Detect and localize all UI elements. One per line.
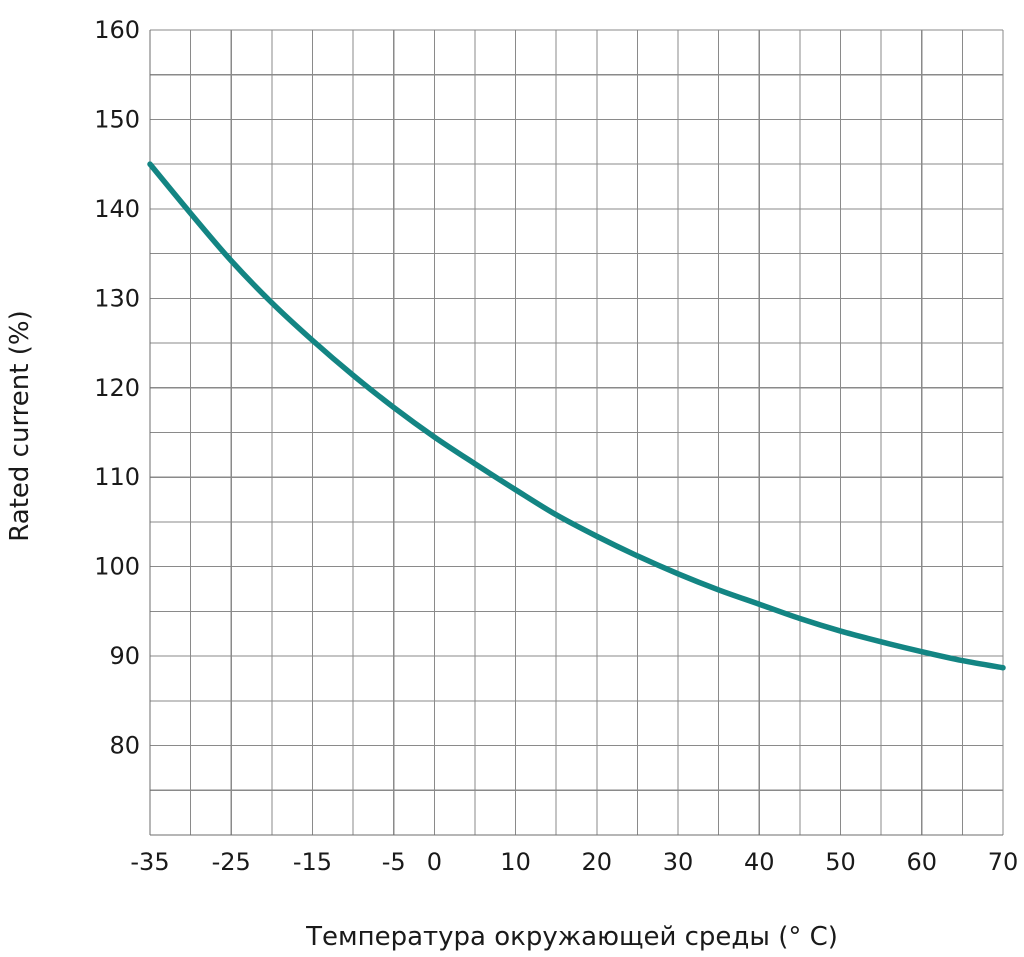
x-tick-label: 10 — [500, 848, 531, 876]
x-tick-label: 40 — [744, 848, 775, 876]
x-tick-label: 50 — [825, 848, 856, 876]
y-tick-label: 110 — [94, 463, 140, 491]
x-tick-label: -5 — [382, 848, 406, 876]
x-tick-label: 30 — [663, 848, 694, 876]
x-tick-label: 0 — [427, 848, 442, 876]
y-tick-label: 100 — [94, 553, 140, 581]
series-line-rated-current — [147, 161, 1006, 671]
y-tick-label: 80 — [109, 732, 140, 760]
x-axis-tick-labels: -35 -25 -15 -5 0 10 20 30 40 50 60 70 — [130, 848, 1018, 876]
y-axis-tick-labels: 160 150 140 130 120 110 100 90 80 — [94, 16, 140, 760]
x-tick-label: 20 — [582, 848, 613, 876]
y-tick-label: 160 — [94, 16, 140, 44]
y-tick-label: 140 — [94, 195, 140, 223]
x-tick-label: 60 — [906, 848, 937, 876]
x-tick-label: -15 — [293, 848, 332, 876]
y-axis-title: Rated current (%) — [5, 310, 35, 541]
chart-series — [147, 161, 1006, 671]
x-tick-label: 70 — [988, 848, 1019, 876]
chart-grid — [150, 29, 1004, 835]
x-tick-label: -35 — [130, 848, 169, 876]
y-tick-label: 150 — [94, 105, 140, 133]
y-tick-label: 120 — [94, 374, 140, 402]
y-tick-label: 90 — [109, 642, 140, 670]
y-tick-label: 130 — [94, 284, 140, 312]
x-tick-label: -25 — [212, 848, 251, 876]
x-axis-title: Температура окружающей среды (° C) — [305, 922, 838, 952]
